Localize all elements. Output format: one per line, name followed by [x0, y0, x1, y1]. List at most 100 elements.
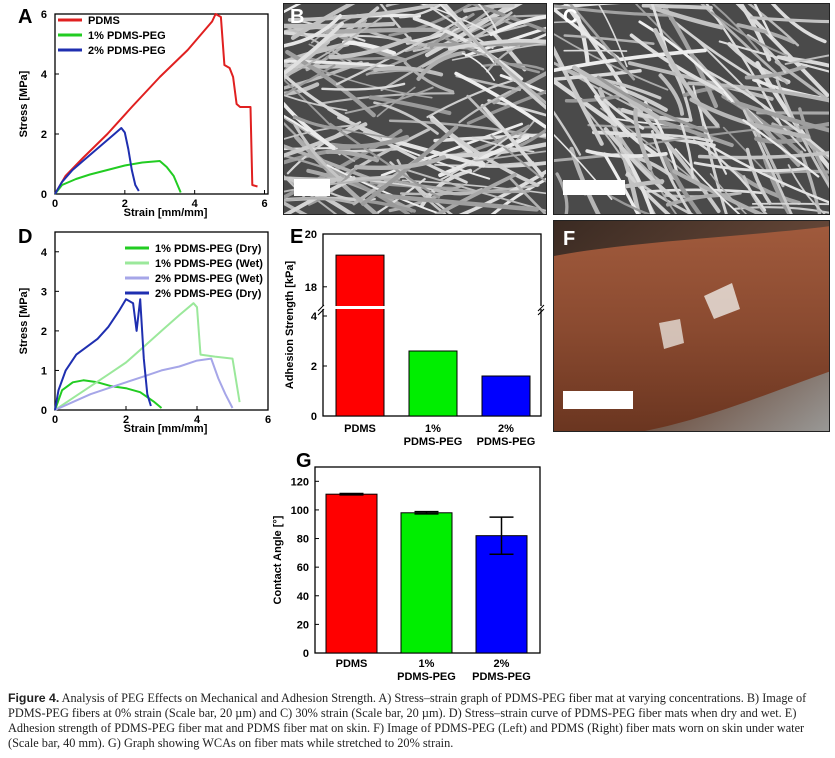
x-axis-label: Strain [mm/mm] — [124, 207, 208, 219]
x-tick-label: 6 — [261, 198, 267, 210]
fiber — [318, 92, 455, 105]
fiber — [284, 21, 344, 76]
y-tick-label: 4 — [41, 69, 48, 81]
x-tick-label: 4 — [194, 414, 201, 426]
fiber — [554, 21, 578, 24]
x-tick-label: 0 — [52, 414, 58, 426]
fiber — [284, 14, 342, 48]
fiber — [572, 65, 660, 120]
fiber — [325, 149, 380, 163]
fiber — [554, 4, 621, 10]
caption-lead: Figure 4. — [8, 691, 60, 705]
y-tick-label: 120 — [291, 476, 309, 488]
fiber — [597, 4, 628, 68]
y-tick-label: 18 — [305, 282, 317, 294]
fiber — [799, 150, 822, 214]
category-label-1: PDMS-PEG — [397, 671, 456, 683]
legend-label-2: 2% PDMS-PEG — [88, 45, 166, 57]
y-tick-label: 2 — [41, 129, 47, 141]
fiber — [668, 63, 693, 122]
fiber — [466, 89, 546, 125]
fiber — [555, 172, 569, 214]
fiber — [603, 127, 679, 203]
axis-break-mark-right — [537, 304, 545, 316]
fiber — [490, 177, 546, 214]
fiber — [680, 122, 695, 179]
category-label-1: PDMS-PEG — [404, 436, 463, 448]
bar-0 — [335, 254, 385, 417]
bar-1 — [408, 350, 458, 417]
fiber — [385, 4, 442, 8]
fiber — [480, 103, 545, 178]
fiber — [344, 86, 434, 114]
fiber — [674, 148, 741, 214]
fiber — [704, 68, 829, 158]
fiber — [572, 8, 590, 66]
fiber — [585, 149, 668, 158]
x-tick-label: 4 — [192, 198, 199, 210]
fiber — [594, 94, 657, 156]
fiber — [287, 4, 446, 22]
fiber — [456, 22, 546, 105]
category-label-2: 2% — [498, 423, 514, 435]
fiber — [489, 14, 546, 37]
panel-label-d: D — [18, 226, 33, 248]
fiber — [477, 4, 498, 31]
fiber — [378, 193, 539, 212]
fiber — [329, 134, 410, 149]
fiber — [734, 100, 829, 133]
y-tick-label: 80 — [297, 534, 309, 546]
series-line-2 — [54, 357, 234, 411]
fiber — [398, 4, 446, 19]
fiber — [284, 72, 350, 121]
fiber — [742, 119, 820, 178]
fiber — [290, 4, 356, 40]
fiber — [284, 177, 401, 193]
caption-text: Analysis of PEG Effects on Mechanical an… — [8, 691, 807, 750]
category-label-2: PDMS-PEG — [477, 436, 536, 448]
fiber — [490, 134, 546, 183]
y-axis-label: Stress [MPa] — [18, 70, 30, 137]
fiber — [293, 115, 342, 130]
sem-image-30-strain — [553, 3, 830, 215]
fiber — [554, 4, 678, 17]
fiber — [653, 28, 720, 128]
fiber — [284, 4, 302, 14]
fiber — [284, 21, 396, 29]
category-label-0: PDMS — [336, 658, 368, 670]
fiber — [672, 169, 765, 214]
fiber — [742, 175, 768, 214]
bar-2 — [481, 375, 531, 417]
fiber — [798, 107, 829, 184]
fiber — [380, 14, 516, 92]
series-line-2 — [54, 127, 140, 195]
fiber — [697, 151, 829, 160]
x-tick-label: 2 — [123, 414, 129, 426]
fiber — [328, 36, 412, 60]
skin-photo — [553, 220, 830, 432]
fiber — [563, 49, 628, 52]
fiber — [745, 147, 772, 205]
category-label-1: 1% — [425, 423, 441, 435]
fiber — [329, 122, 440, 199]
fiber — [284, 79, 335, 130]
legend-label-1: 1% PDMS-PEG (Wet) — [155, 258, 263, 270]
fiber — [284, 94, 348, 112]
plot-frame — [54, 231, 269, 411]
fiber — [770, 4, 827, 44]
y-tick-label: 0 — [41, 189, 47, 201]
fiber — [284, 176, 356, 214]
y-axis-label: Stress [MPa] — [18, 287, 30, 354]
legend-label-0: 1% PDMS-PEG (Dry) — [155, 243, 262, 255]
fiber — [488, 14, 546, 21]
fiber — [623, 153, 655, 214]
fiber — [284, 201, 308, 214]
fiber — [458, 90, 512, 124]
y-tick-label: 0 — [41, 405, 47, 417]
scale-bar-c — [563, 180, 625, 195]
x-tick-label: 2 — [122, 198, 128, 210]
fiber — [373, 66, 444, 77]
fiber — [486, 44, 521, 73]
